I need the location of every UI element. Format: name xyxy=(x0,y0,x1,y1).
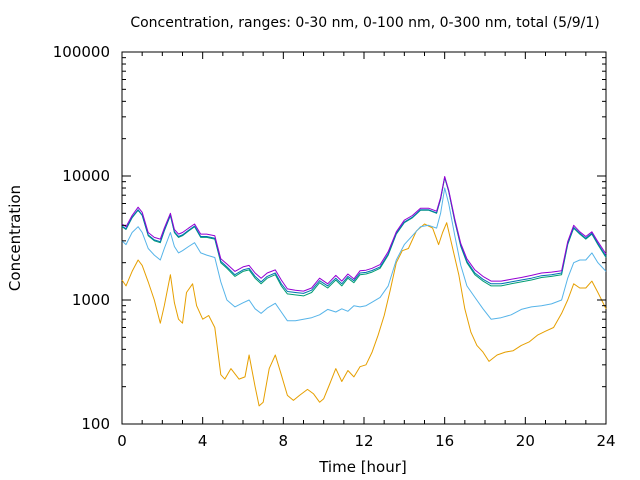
x-tick-label: 16 xyxy=(435,432,454,450)
y-tick-label: 1000 xyxy=(72,291,110,309)
plot-area xyxy=(121,51,607,425)
series-line-1 xyxy=(121,222,607,407)
x-tick-label: 24 xyxy=(596,432,615,450)
chart-title: Concentration, ranges: 0-30 nm, 0-100 nm… xyxy=(130,15,599,31)
y-tick-label: 100 xyxy=(81,415,110,433)
x-tick-label: 0 xyxy=(117,432,127,450)
series-line-4 xyxy=(121,176,607,294)
y-tick-label: 10000 xyxy=(62,167,110,185)
y-tick-label: 100000 xyxy=(53,43,110,61)
x-tick-label: 20 xyxy=(516,432,535,450)
y-axis-label: Concentration xyxy=(6,185,24,291)
series-line-3 xyxy=(121,177,607,297)
x-tick-label: 8 xyxy=(279,432,289,450)
x-axis-label: Time [hour] xyxy=(318,458,407,476)
x-tick-label: 12 xyxy=(354,432,373,450)
tick-layer: 0 4 8 12 16 20 24 100 1000 10000 100000 xyxy=(53,43,616,450)
x-tick-label: 4 xyxy=(198,432,208,450)
series-line-2 xyxy=(121,187,607,322)
series-layer xyxy=(121,176,607,407)
series-line-5 xyxy=(121,176,607,292)
